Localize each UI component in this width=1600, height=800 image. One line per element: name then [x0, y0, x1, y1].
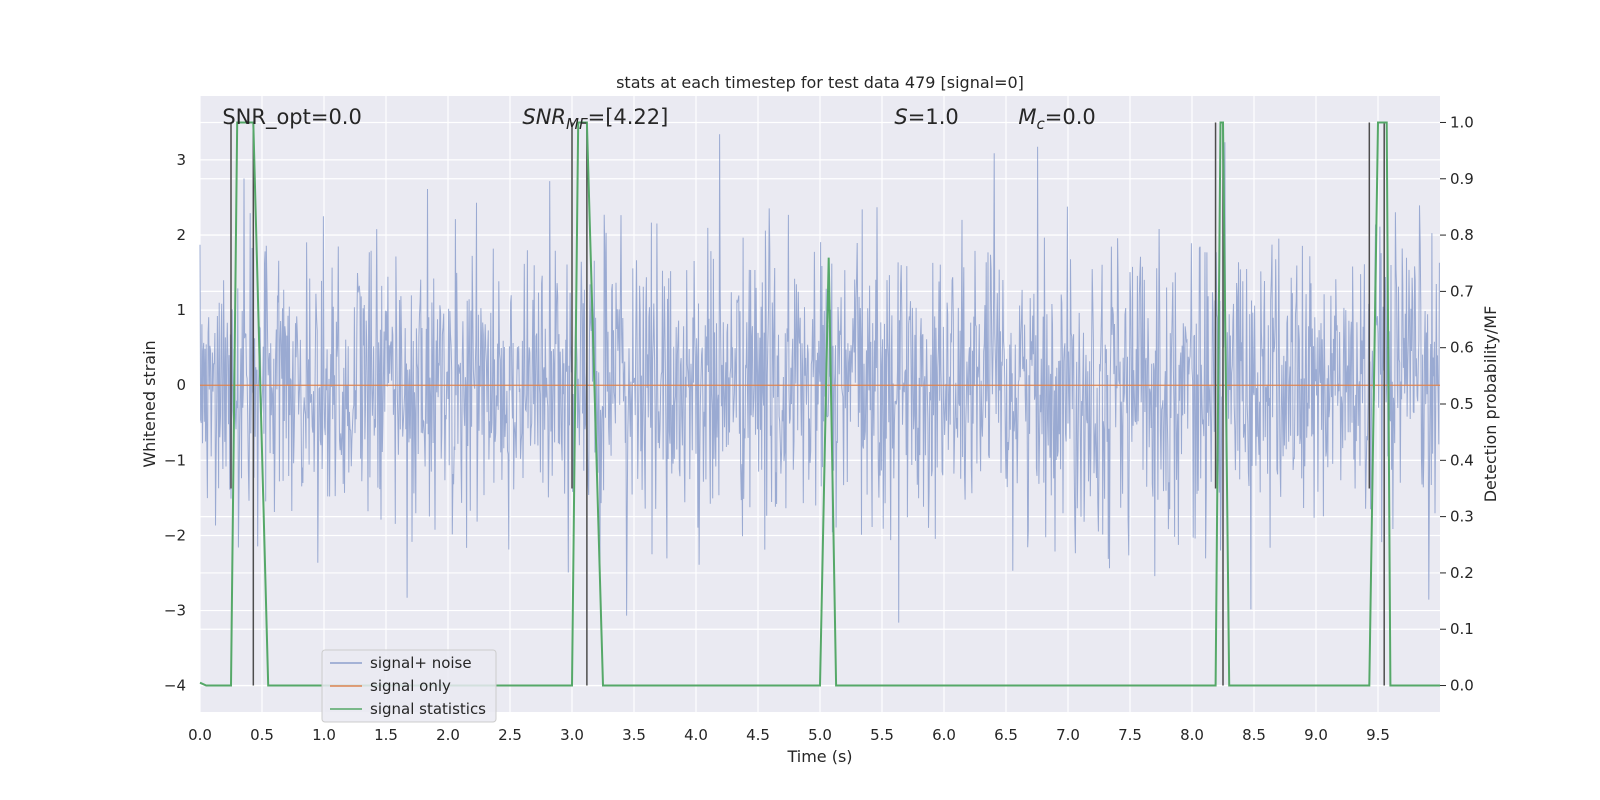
y-tick-label: 1 [176, 301, 186, 319]
y2-tick-labels: 1.0 0.9 0.8 0.7 0.6 0.5 0.4 0.3 0.2 0.1 0.0 [1440, 113, 1474, 695]
x-tick-label: 5.0 [808, 726, 832, 744]
legend-label-signal-noise: signal+ noise [370, 654, 472, 672]
y2-tick-label: 0.0 [1450, 677, 1474, 695]
x-tick-label: 3.0 [560, 726, 584, 744]
x-tick-label: 1.0 [312, 726, 336, 744]
y2-axis-label: Detection probability/MF [1481, 306, 1500, 503]
annotations: SNR_opt=0.0 SNRMF=[4.22] S=1.0 Mc=0.0 [222, 105, 1095, 133]
x-tick-labels: 0.0 0.5 1.0 1.5 2.0 2.5 3.0 3.5 4.0 4.5 5.0 5.5 6.0 6… [188, 726, 1390, 744]
y-tick-label: 2 [176, 226, 186, 244]
x-tick-label: 6.0 [932, 726, 956, 744]
x-tick-label: 9.0 [1304, 726, 1328, 744]
y-axis-label: Whitened strain [140, 340, 159, 467]
vertical-markers [230, 122, 1385, 686]
x-tick-label: 7.5 [1118, 726, 1142, 744]
legend: signal+ noise signal only signal statist… [321, 649, 497, 723]
x-tick-label: 0.5 [250, 726, 274, 744]
y2-tick-label: 0.2 [1450, 564, 1474, 582]
y2-tick-label: 0.8 [1450, 226, 1474, 244]
chart-title: stats at each timestep for test data 479… [616, 73, 1024, 92]
legend-box [321, 649, 497, 723]
x-tick-label: 2.0 [436, 726, 460, 744]
x-tick-label: 2.5 [498, 726, 522, 744]
signal-noise-series [199, 134, 1440, 623]
y-tick-label: −2 [164, 526, 186, 544]
y-tick-label: 0 [176, 376, 186, 394]
signal-statistics-series [199, 121, 1440, 687]
annotation-text: S=1.0 [894, 105, 958, 129]
legend-label-signal-only: signal only [370, 677, 451, 695]
annotation-text: Mc=0.0 [1018, 105, 1095, 133]
annotation-text: SNRMF=[4.22] [522, 105, 668, 133]
x-tick-label: 6.5 [994, 726, 1018, 744]
x-tick-label: 0.0 [188, 726, 212, 744]
legend-label-signal-statistics: signal statistics [370, 700, 486, 718]
x-tick-label: 4.0 [684, 726, 708, 744]
x-tick-label: 8.0 [1180, 726, 1204, 744]
y2-tick-label: 0.5 [1450, 395, 1474, 413]
x-tick-label: 7.0 [1056, 726, 1080, 744]
y2-tick-label: 1.0 [1450, 113, 1474, 131]
x-tick-label: 4.5 [746, 726, 770, 744]
y2-tick-label: 0.9 [1450, 170, 1474, 188]
x-tick-label: 9.5 [1366, 726, 1390, 744]
y-tick-labels: 3 2 1 0 −1 −2 −3 −4 [164, 151, 186, 695]
annotation-text: SNR_opt=0.0 [222, 105, 362, 130]
y-tick-label: −3 [164, 602, 186, 620]
y-tick-label: −1 [164, 451, 186, 469]
x-tick-label: 5.5 [870, 726, 894, 744]
y-tick-label: 3 [176, 151, 186, 169]
y2-tick-label: 0.1 [1450, 620, 1474, 638]
x-tick-label: 3.5 [622, 726, 646, 744]
signal-noise-line [199, 134, 1440, 623]
x-tick-label: 1.5 [374, 726, 398, 744]
y-tick-label: −4 [164, 677, 186, 695]
y2-tick-label: 0.3 [1450, 508, 1474, 526]
y2-tick-label: 0.6 [1450, 339, 1474, 357]
x-tick-label: 8.5 [1242, 726, 1266, 744]
signal-statistics-line [199, 121, 1440, 687]
y2-tick-label: 0.7 [1450, 282, 1474, 300]
x-axis-label: Time (s) [786, 747, 852, 766]
y2-tick-label: 0.4 [1450, 451, 1474, 469]
